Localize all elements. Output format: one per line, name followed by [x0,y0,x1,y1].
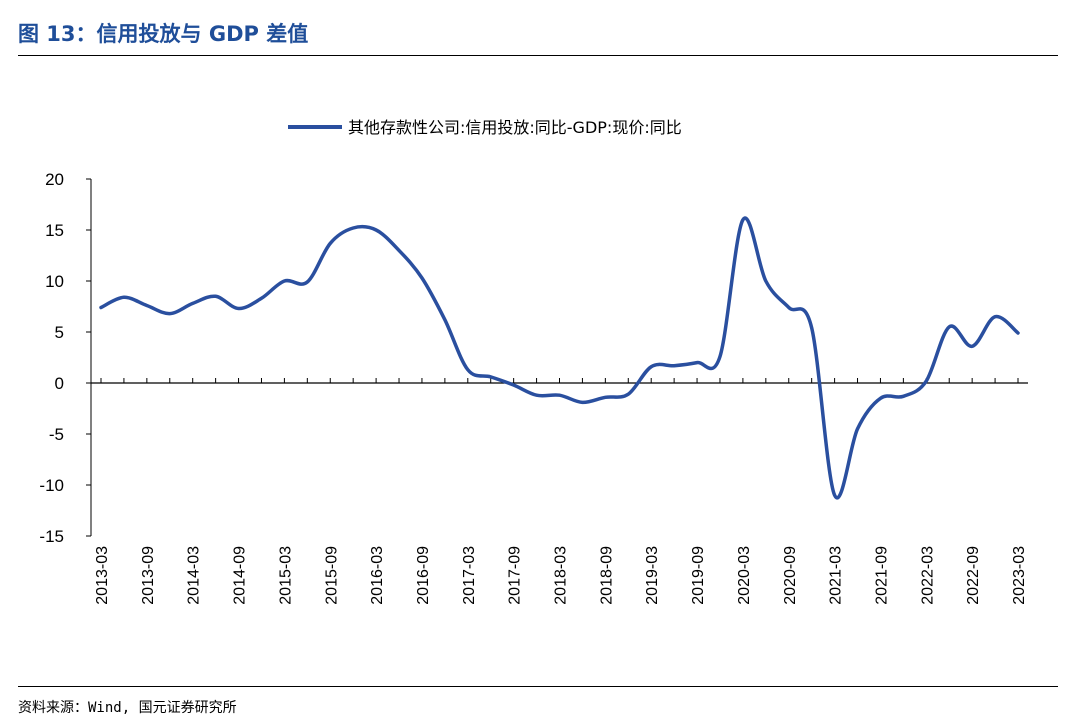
x-tick-label: 2015-03 [277,546,294,605]
x-tick-label: 2018-09 [598,546,615,605]
series-layer [99,216,1020,500]
y-tick-label: -10 [39,476,64,495]
x-axis: 2013-03 2013-09 2014-03 2014-09 2015-03 2015-… [91,378,1028,605]
x-tick-label: 2016-09 [415,546,432,605]
line-chart: 其他存款性公司:信用投放:同比-GDP:现价:同比 -15 -10 -5 0 5 10 15… [39,118,1028,605]
x-tick-label: 2017-09 [507,546,524,605]
x-tick-label: 2015-09 [323,546,340,605]
x-tick-label: 2022-09 [965,546,982,605]
x-tick-label: 2020-03 [736,546,753,605]
x-tick-label: 2019-03 [644,546,661,605]
x-tick-label: 2018-03 [553,546,570,605]
x-tick-label: 2013-09 [140,546,157,605]
bottom-rule [18,686,1058,687]
x-tick-label: 2023-03 [1011,546,1028,605]
x-tick-label: 2017-03 [461,546,478,605]
x-tick-label: 2013-03 [94,546,111,605]
legend-label: 其他存款性公司:信用投放:同比-GDP:现价:同比 [348,118,682,137]
y-tick-label: 5 [55,323,64,342]
y-tick-label: 15 [45,221,64,240]
x-tick-label: 2020-09 [782,546,799,605]
series-line-0 [99,216,1020,500]
x-tick-label: 2022-03 [919,546,936,605]
top-rule [18,55,1058,56]
y-tick-label: 20 [45,170,64,189]
y-tick-label: -5 [49,425,64,444]
source-note: 资料来源：Wind, 国元证券研究所 [18,700,237,716]
y-tick-label: -15 [39,527,64,546]
y-tick-label: 10 [45,272,64,291]
chart-legend: 其他存款性公司:信用投放:同比-GDP:现价:同比 [288,118,682,137]
y-tick-label: 0 [55,374,64,393]
x-tick-label: 2014-09 [232,546,249,605]
x-tick-label: 2019-09 [690,546,707,605]
figure-title: 图 13：信用投放与 GDP 差值 [18,22,309,46]
x-tick-label: 2021-03 [828,546,845,605]
y-axis: -15 -10 -5 0 5 10 15 20 [39,170,92,546]
x-tick-label: 2014-03 [186,546,203,605]
x-tick-label: 2021-09 [873,546,890,605]
x-tick-label: 2016-03 [369,546,386,605]
